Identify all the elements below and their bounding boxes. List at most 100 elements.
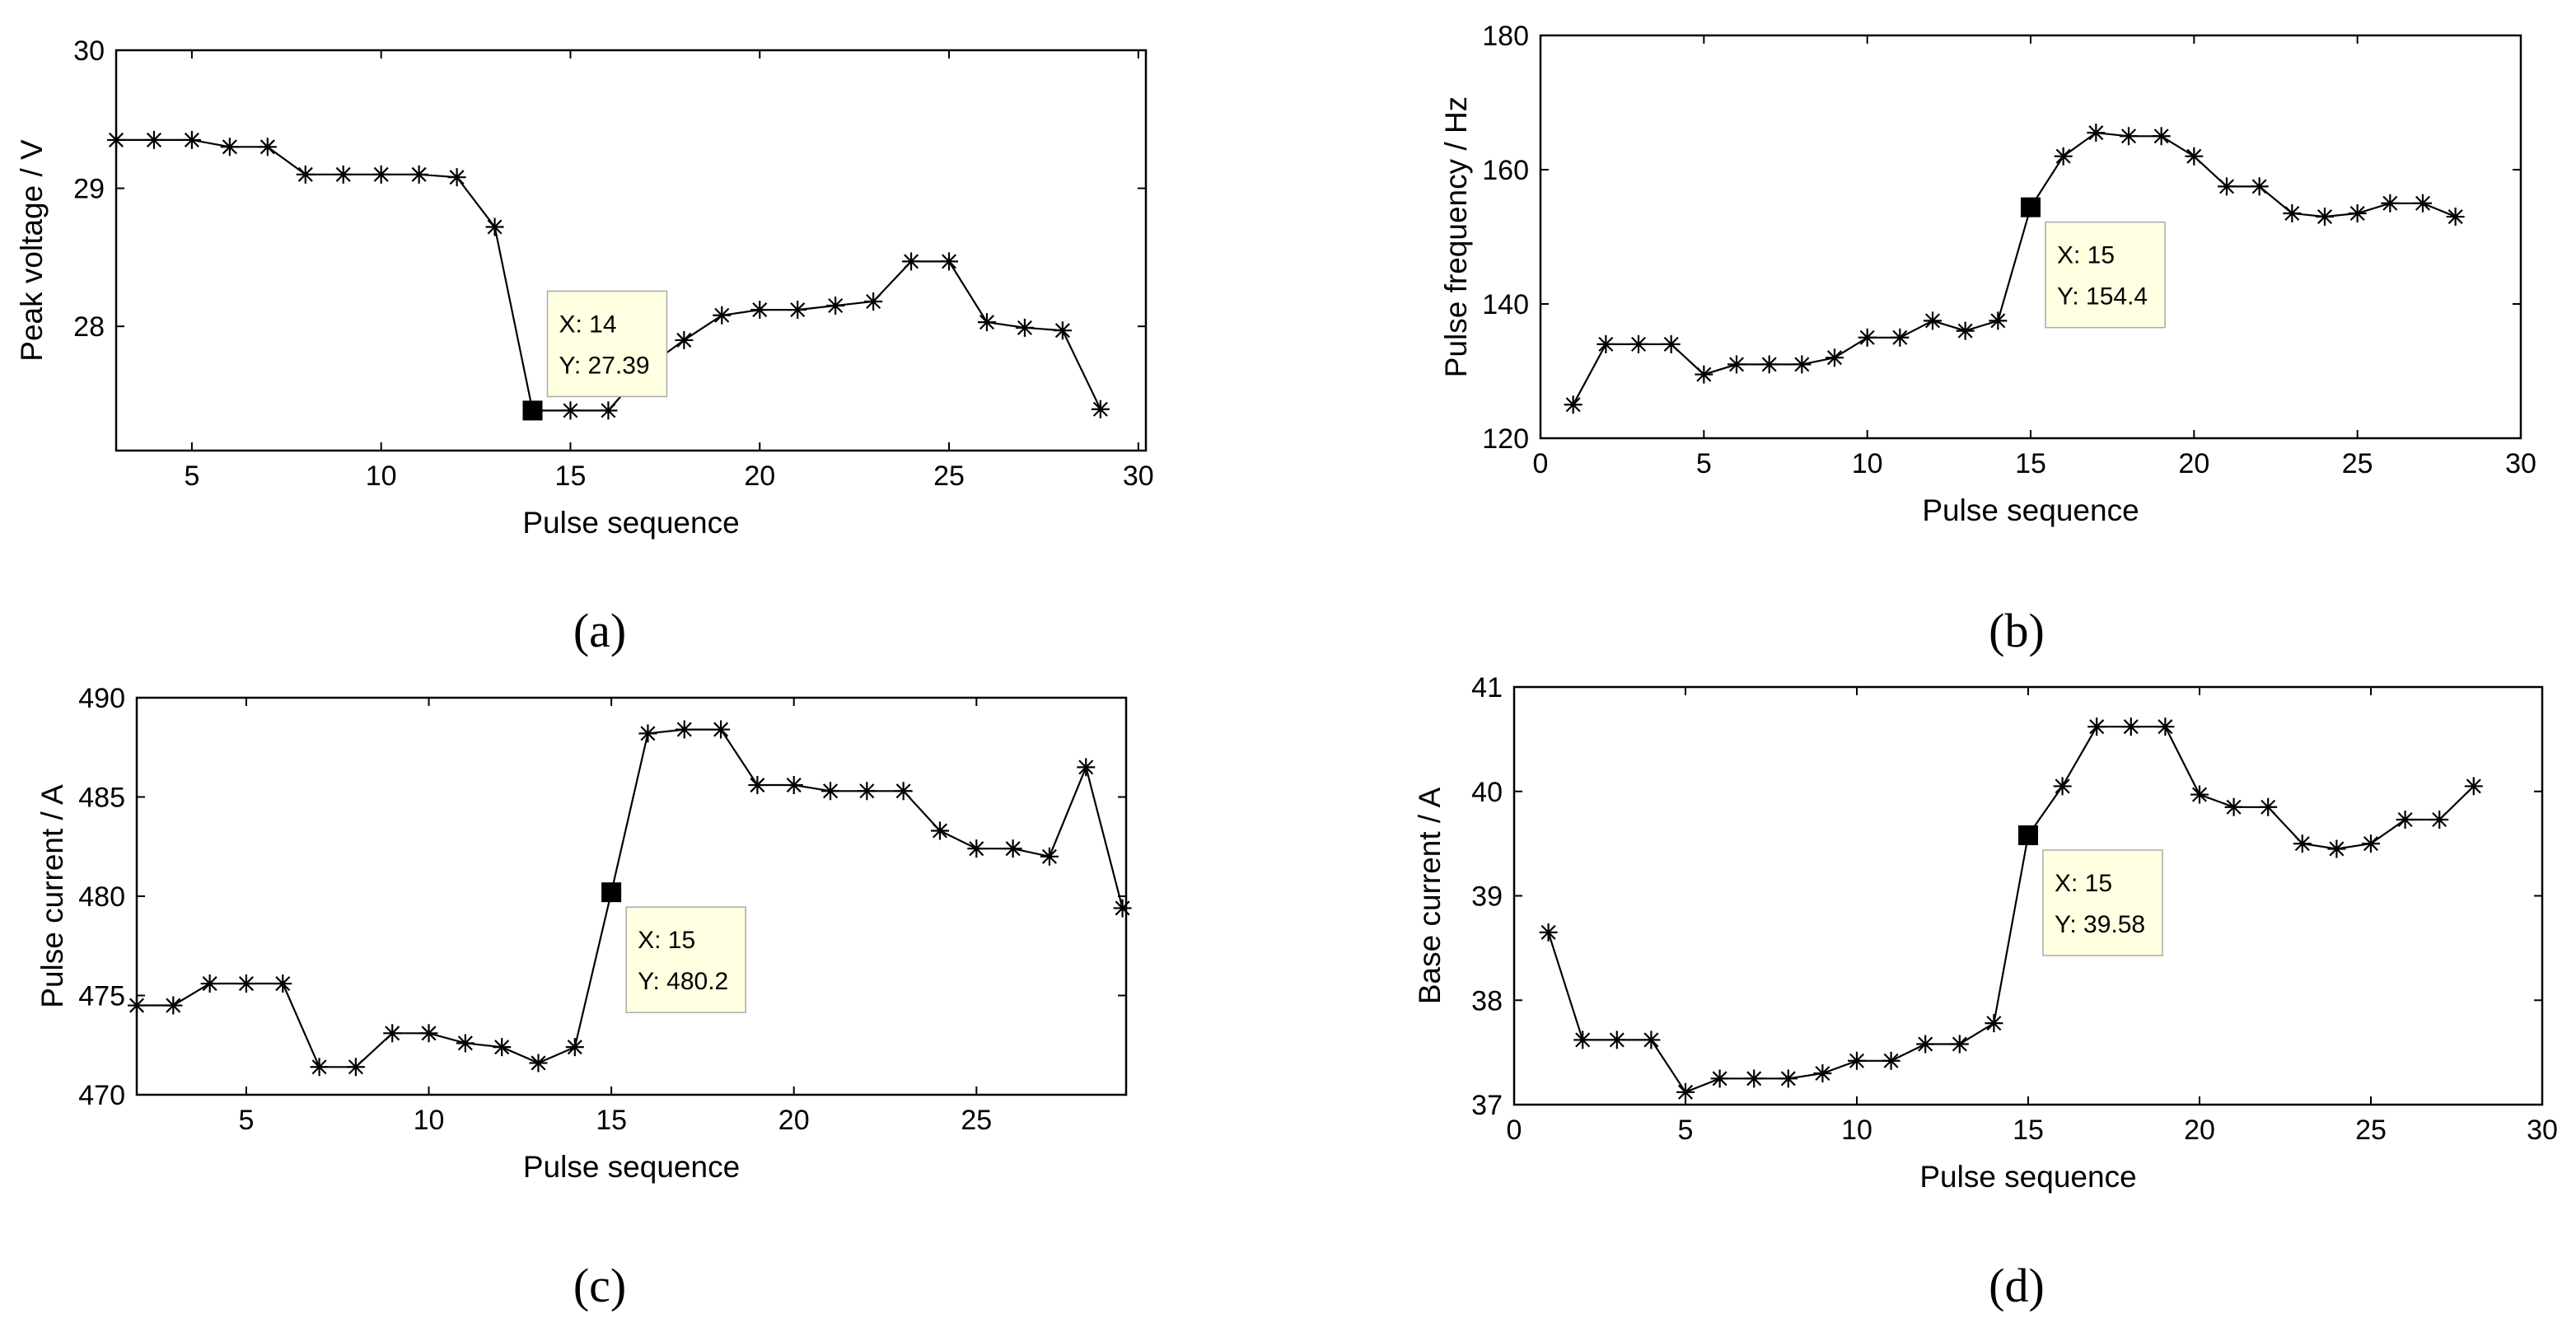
data-point-d-7 (1779, 1069, 1798, 1088)
datatip-marker-c[interactable] (601, 882, 622, 903)
series-line-c (137, 728, 1124, 1068)
x-tick-label-b-3: 15 (2015, 448, 2046, 479)
data-point-d-23 (2327, 839, 2346, 858)
y-tick-label-d-0: 37 (1471, 1090, 1503, 1121)
data-point-d-9 (1848, 1051, 1866, 1070)
data-point-d-4 (1676, 1082, 1695, 1101)
series-line-d (1547, 726, 2475, 1094)
data-point-a-3 (220, 138, 239, 157)
x-tick-label-b-4: 20 (2178, 448, 2209, 479)
data-point-b-26 (2414, 194, 2432, 213)
plot-frame-b (1539, 34, 2522, 440)
x-axis-label-d: Pulse sequence (1919, 1160, 2136, 1194)
data-point-b-18 (2152, 127, 2171, 146)
data-point-d-18 (2156, 717, 2175, 736)
data-point-d-11 (1916, 1035, 1935, 1054)
data-point-d-17 (2121, 717, 2140, 736)
y-tick-label-d-3: 40 (1471, 777, 1503, 808)
y-axis-label-b: Pulse frequency / Hz (1439, 96, 1473, 377)
data-point-d-22 (2293, 834, 2312, 853)
datatip-x-text-d: X: 15 (2055, 870, 2112, 897)
data-point-b-6 (1760, 355, 1779, 374)
data-point-a-7 (372, 165, 390, 184)
data-point-b-27 (2446, 208, 2465, 227)
data-point-d-12 (1950, 1035, 1969, 1054)
data-point-c-22 (930, 821, 949, 840)
data-point-b-0 (1564, 395, 1583, 414)
datatip-x-text-c: X: 15 (638, 927, 695, 954)
x-tick-label-d-5: 25 (2355, 1115, 2387, 1146)
data-point-d-8 (1813, 1063, 1832, 1082)
y-tick-label-d-1: 38 (1471, 985, 1503, 1017)
data-point-b-17 (2120, 127, 2138, 146)
x-tick-label-d-3: 15 (2013, 1115, 2044, 1146)
data-point-c-1 (164, 996, 183, 1015)
data-point-b-9 (1858, 328, 1877, 347)
x-tick-label-c-0: 5 (238, 1105, 254, 1136)
panel-d: 0 5 10 15 20 25 30 37 38 39 40 41 Pulse sequence Base… (1413, 672, 2558, 1194)
x-tick-label-b-5: 25 (2342, 448, 2373, 479)
panel-a: 5 10 15 20 25 30 28 29 30 Pulse sequence Peak volt… (15, 35, 1154, 540)
data-point-c-10 (493, 1038, 512, 1057)
data-point-c-9 (456, 1034, 475, 1053)
datatip-marker-a[interactable] (522, 400, 543, 421)
data-point-d-27 (2464, 777, 2483, 796)
data-point-c-14 (638, 724, 657, 743)
data-point-b-5 (1727, 355, 1746, 374)
data-point-a-23 (977, 313, 996, 332)
datatip-background-a (546, 290, 668, 398)
caption-c: (c) (573, 1259, 626, 1312)
data-point-c-5 (310, 1058, 329, 1077)
plot-frame-d (1512, 685, 2544, 1106)
data-point-a-8 (409, 165, 428, 184)
y-tick-label-c-0: 470 (78, 1080, 125, 1111)
data-point-c-17 (748, 776, 767, 795)
x-tick-label-b-1: 5 (1696, 448, 1712, 479)
data-point-d-19 (2190, 785, 2209, 804)
data-point-d-26 (2430, 810, 2449, 829)
data-point-a-2 (182, 130, 201, 149)
x-axis-label-c: Pulse sequence (523, 1150, 740, 1184)
data-point-c-11 (529, 1054, 548, 1073)
series-line-b (1572, 132, 2457, 405)
datatip-marker-d[interactable] (2018, 825, 2038, 845)
data-point-b-12 (1956, 321, 1975, 340)
datatip-marker-b[interactable] (2021, 197, 2041, 217)
data-point-b-3 (1662, 334, 1681, 353)
data-point-a-4 (258, 138, 277, 157)
data-point-c-15 (675, 720, 694, 739)
data-point-c-26 (1077, 758, 1096, 777)
data-point-c-24 (1003, 839, 1022, 858)
datatip-background-b (2045, 221, 2166, 329)
data-point-c-20 (858, 782, 877, 801)
data-point-a-25 (1053, 321, 1072, 340)
y-tick-label-c-1: 475 (78, 981, 125, 1012)
data-point-b-24 (2348, 203, 2367, 222)
x-tick-label-b-2: 10 (1852, 448, 1883, 479)
data-point-d-15 (2053, 777, 2072, 796)
data-point-b-8 (1826, 348, 1844, 367)
y-tick-label-a-2: 30 (73, 35, 105, 67)
x-tick-label-c-2: 15 (596, 1105, 627, 1136)
data-point-c-7 (383, 1024, 402, 1043)
x-tick-label-a-2: 15 (555, 460, 587, 492)
data-point-a-6 (334, 165, 353, 184)
y-tick-label-b-3: 180 (1482, 21, 1529, 52)
data-point-c-23 (967, 839, 986, 858)
y-tick-label-c-2: 480 (78, 881, 125, 913)
x-tick-label-d-2: 10 (1841, 1115, 1872, 1146)
x-tick-label-b-0: 0 (1533, 448, 1549, 479)
data-point-b-2 (1629, 334, 1648, 353)
data-point-a-18 (788, 301, 807, 320)
data-point-c-2 (200, 974, 219, 993)
x-tick-label-a-3: 20 (744, 460, 775, 492)
data-point-d-24 (2362, 834, 2380, 853)
data-point-c-19 (821, 782, 840, 801)
data-point-a-17 (750, 301, 769, 320)
data-point-d-0 (1539, 923, 1558, 942)
panel-b: 0 5 10 15 20 25 30 120 140 160 180 Pulse sequence Pu… (1439, 21, 2536, 527)
data-point-d-1 (1573, 1031, 1592, 1049)
datatip-y-text-d: Y: 39.58 (2055, 911, 2145, 938)
x-tick-label-c-3: 20 (778, 1105, 810, 1136)
